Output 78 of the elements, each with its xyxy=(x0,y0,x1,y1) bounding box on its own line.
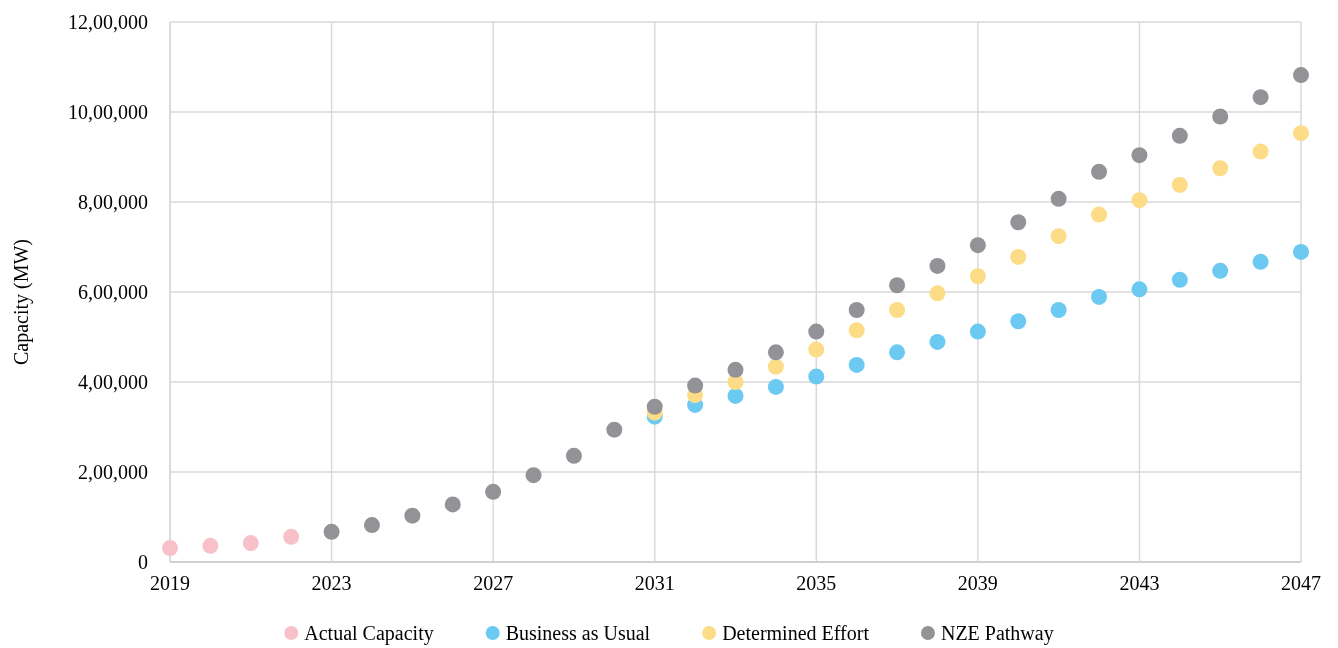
point xyxy=(485,483,502,500)
point xyxy=(1131,147,1148,164)
point xyxy=(1131,192,1148,209)
y-tick-label: 10,00,000 xyxy=(68,100,148,123)
point xyxy=(606,421,623,438)
point xyxy=(1050,190,1067,207)
point xyxy=(1091,288,1108,305)
point xyxy=(767,358,784,375)
x-tick-label: 2047 xyxy=(1281,572,1321,594)
point xyxy=(1091,163,1108,180)
y-tick-label: 8,00,000 xyxy=(78,190,148,213)
point xyxy=(1293,125,1309,142)
y-tick-label: 0 xyxy=(138,550,148,573)
legend-label: Determined Effort xyxy=(722,621,870,644)
point xyxy=(808,323,825,340)
point xyxy=(323,523,340,540)
legend-label: Actual Capacity xyxy=(304,621,434,645)
point xyxy=(808,341,825,358)
point xyxy=(889,302,906,318)
point xyxy=(929,333,946,350)
point xyxy=(687,377,704,394)
point xyxy=(565,447,582,464)
point xyxy=(848,322,865,339)
point xyxy=(889,277,906,294)
point xyxy=(1131,281,1148,298)
point xyxy=(363,517,380,534)
x-tick-label: 2039 xyxy=(957,572,998,594)
point xyxy=(242,535,259,552)
point xyxy=(1050,302,1067,318)
legend-label: Business as Usual xyxy=(505,621,651,644)
y-tick-label: 4,00,000 xyxy=(78,370,148,393)
point xyxy=(969,237,986,254)
point xyxy=(727,361,744,378)
point xyxy=(1212,108,1229,125)
point xyxy=(767,378,784,395)
y-tick-label: 2,00,000 xyxy=(78,460,148,483)
legend-label: NZE Pathway xyxy=(940,621,1054,645)
point xyxy=(808,368,825,385)
point xyxy=(969,323,986,340)
point xyxy=(1212,262,1229,279)
x-tick-label: 2027 xyxy=(473,572,514,594)
x-tick-label: 2019 xyxy=(150,572,190,594)
x-tick-label: 2043 xyxy=(1119,572,1160,594)
point xyxy=(1252,143,1269,160)
point xyxy=(1212,160,1229,177)
point xyxy=(969,268,986,285)
point xyxy=(1252,253,1269,270)
point xyxy=(848,302,865,318)
point xyxy=(1252,89,1269,106)
point xyxy=(525,467,542,484)
point xyxy=(1171,176,1188,193)
point xyxy=(1010,313,1027,330)
point xyxy=(1010,248,1027,265)
point xyxy=(1171,271,1188,288)
point xyxy=(283,528,300,545)
point xyxy=(767,344,784,361)
point xyxy=(929,257,946,274)
point xyxy=(1293,67,1309,84)
point xyxy=(404,507,421,524)
y-tick-label: 6,00,000 xyxy=(78,280,148,303)
point xyxy=(444,496,461,513)
point xyxy=(727,387,744,404)
x-tick-label: 2031 xyxy=(634,572,675,594)
x-tick-label: 2023 xyxy=(311,572,352,594)
point xyxy=(1050,228,1067,245)
point xyxy=(202,537,219,554)
point xyxy=(646,398,663,415)
point xyxy=(1171,127,1188,144)
point xyxy=(162,540,178,557)
point xyxy=(1293,243,1309,260)
point xyxy=(848,356,865,373)
y-axis-title: Capacity (MW) xyxy=(10,238,33,366)
point xyxy=(889,344,906,361)
point xyxy=(1010,214,1027,231)
x-tick-label: 2035 xyxy=(796,572,837,594)
point xyxy=(1091,206,1108,223)
y-tick-label: 12,00,000 xyxy=(68,10,148,33)
point xyxy=(929,285,946,302)
